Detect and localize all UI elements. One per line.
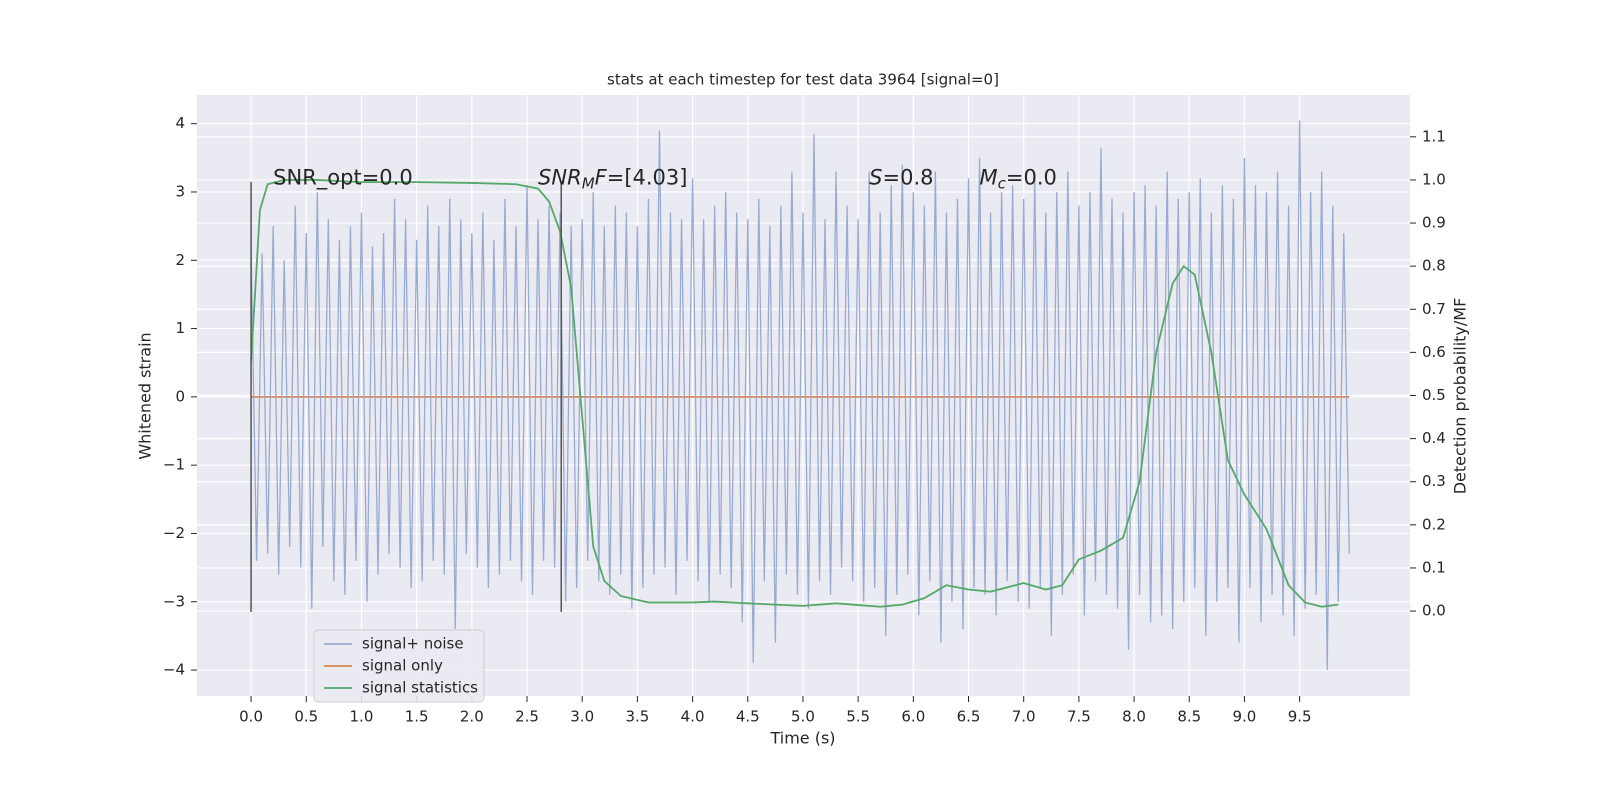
y2-tick-label: 0.4 (1422, 429, 1446, 447)
x-tick-label: 6.0 (901, 708, 925, 726)
x-tick-label: 2.0 (460, 708, 484, 726)
legend-box (313, 629, 485, 703)
y-tick-label: 2 (175, 251, 185, 269)
x-tick-label: 4.5 (736, 708, 760, 726)
x-tick-label: 4.0 (681, 708, 705, 726)
x-tick-label: 1.0 (350, 708, 374, 726)
x-tick-label: 2.5 (515, 708, 539, 726)
annotation-math: S (869, 165, 882, 189)
legend-label: signal only (362, 657, 443, 675)
annotation-rest: =0.0 (1006, 165, 1057, 189)
legend-label: signal statistics (362, 679, 478, 697)
annotation: Mc=0.0 (980, 165, 1057, 192)
y2-tick-label: 0.9 (1422, 214, 1446, 232)
x-tick-label: 0.5 (294, 708, 318, 726)
y-tick-label: −4 (163, 661, 185, 679)
y-tick-label: −2 (163, 524, 185, 542)
x-tick-label: 8.0 (1122, 708, 1146, 726)
x-tick-label: 0.0 (239, 708, 263, 726)
y-axis-label: Whitened strain (136, 332, 155, 459)
x-axis-label: Time (s) (769, 729, 835, 748)
y2-tick-label: 1.1 (1422, 127, 1446, 145)
y2-tick-label: 0.0 (1422, 602, 1446, 620)
annotation: SNR_opt=0.0 (273, 165, 413, 190)
annotation-math: SNR (538, 165, 582, 189)
x-tick-label: 3.0 (570, 708, 594, 726)
y2-tick-label: 0.5 (1422, 386, 1446, 404)
annotation-rest: =0.8 (883, 165, 934, 189)
annotation: S=0.8 (869, 165, 933, 189)
chart-title: stats at each timestep for test data 396… (607, 71, 999, 89)
x-tick-label: 9.5 (1288, 708, 1312, 726)
y2-tick-label: 0.2 (1422, 515, 1446, 533)
y-tick-label: 1 (175, 319, 185, 337)
annotation-sub: M (582, 174, 595, 192)
y2-tick-label: 0.1 (1422, 558, 1446, 576)
x-tick-label: 7.0 (1012, 708, 1036, 726)
annotation-text: SNR_opt=0.0 (273, 165, 413, 190)
series-line (250, 120, 1350, 671)
y-tick-label: −3 (163, 592, 185, 610)
x-tick-label: 6.5 (957, 708, 981, 726)
annotation-sub: c (998, 174, 1007, 192)
annotation-math: M (980, 165, 998, 189)
y-tick-label: 4 (175, 114, 185, 132)
x-tick-label: 7.5 (1067, 708, 1091, 726)
y2-tick-label: 0.7 (1422, 300, 1446, 318)
y2-tick-label: 1.0 (1422, 170, 1446, 188)
x-tick-label: 5.0 (791, 708, 815, 726)
annotation-rest: =[4.03] (607, 165, 688, 189)
y2-axis-label: Detection probability/MF (1451, 298, 1470, 495)
annotation: SNRMF=[4.03] (538, 165, 687, 192)
y2-tick-label: 0.6 (1422, 343, 1446, 361)
y2-tick-label: 0.8 (1422, 257, 1446, 275)
y-tick-label: −1 (163, 456, 185, 474)
series-line (250, 179, 1339, 608)
x-tick-label: 1.5 (405, 708, 429, 726)
legend-label: signal+ noise (362, 635, 464, 653)
y-tick-label: 0 (175, 387, 185, 405)
x-tick-label: 5.5 (846, 708, 870, 726)
y2-tick-label: 0.3 (1422, 472, 1446, 490)
x-tick-label: 3.5 (625, 708, 649, 726)
x-tick-label: 8.5 (1177, 708, 1201, 726)
y-tick-label: 3 (175, 182, 185, 200)
annotation-math: F (595, 165, 608, 189)
x-tick-label: 9.0 (1233, 708, 1257, 726)
